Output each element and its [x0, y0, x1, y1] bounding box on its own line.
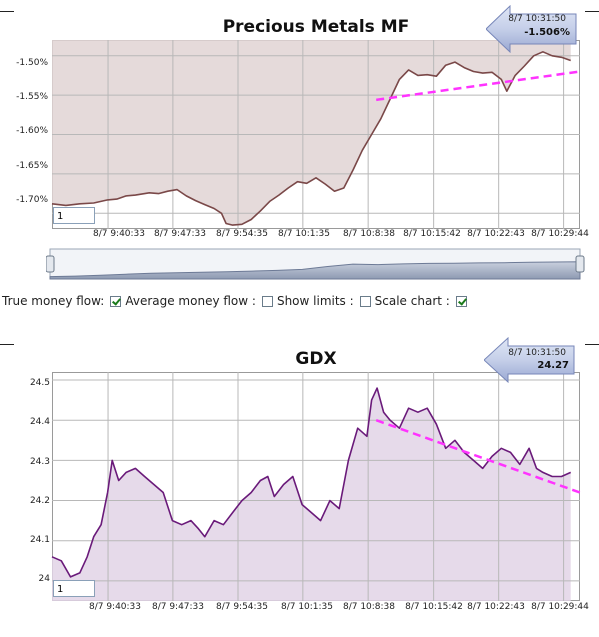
- x-tick-label: 8/7 10:8:38: [342, 229, 396, 239]
- y-tick-label: 24.5: [29, 378, 50, 388]
- y-tick-label: 24.4: [29, 417, 50, 427]
- x-tick-label: 8/7 10:22:43: [467, 229, 525, 239]
- plot-area: [52, 40, 580, 229]
- x-tick-label: 8/7 10:1:35: [277, 229, 331, 239]
- range-navigator[interactable]: [46, 248, 586, 284]
- x-tick-label: 8/7 9:54:35: [215, 229, 269, 239]
- chart-title: GDX: [295, 349, 337, 369]
- value-tooltip-arrow: [484, 337, 575, 383]
- scale-chart-label: Scale chart :: [374, 294, 450, 308]
- chart-title: Precious Metals MF: [222, 17, 410, 37]
- x-tick-label: 8/7 9:47:33: [153, 229, 207, 239]
- show-limits-label: Show limits :: [276, 294, 354, 308]
- corner-dash: [0, 344, 14, 345]
- y-tick-label: -1.70%: [16, 195, 48, 205]
- average-money-flow-checkbox[interactable]: [261, 295, 273, 307]
- x-tick-label: 8/7 10:22:43: [467, 602, 525, 612]
- navigator-right-handle: [575, 255, 585, 273]
- x-tick-label: 8/7 9:40:33: [92, 229, 146, 239]
- average-money-flow-label: Average money flow :: [125, 294, 256, 308]
- y-tick-label: -1.65%: [16, 161, 48, 171]
- zoom-input[interactable]: 1: [53, 207, 95, 224]
- y-tick-label: 24.1: [29, 535, 50, 545]
- x-tick-label: 8/7 10:1:35: [280, 602, 334, 612]
- tooltip-date: 8/7 10:31:50: [508, 348, 566, 358]
- plot-area: [52, 372, 580, 601]
- scale-chart-checkbox[interactable]: [455, 295, 467, 307]
- corner-dash: [585, 344, 599, 345]
- x-tick-label: 8/7 10:29:44: [531, 602, 589, 612]
- chart-controls: True money flow: Average money flow : Sh…: [2, 294, 471, 308]
- x-tick-label: 8/7 10:29:44: [531, 229, 589, 239]
- true-money-flow-label: True money flow:: [2, 294, 105, 308]
- x-tick-label: 8/7 10:15:42: [403, 229, 461, 239]
- tooltip-date: 8/7 10:31:50: [508, 14, 566, 24]
- x-tick-label: 8/7 10:15:42: [405, 602, 463, 612]
- tooltip-value: 24.27: [537, 360, 569, 371]
- x-tick-label: 8/7 9:47:33: [151, 602, 205, 612]
- y-tick-label: 24.3: [29, 457, 50, 467]
- navigator-left-handle: [46, 255, 55, 273]
- x-tick-label: 8/7 10:8:38: [342, 602, 396, 612]
- x-tick-label: 8/7 9:40:33: [88, 602, 142, 612]
- value-tooltip-arrow: [486, 5, 577, 53]
- y-tick-label: -1.60%: [16, 126, 48, 136]
- y-tick-label: -1.50%: [16, 58, 48, 68]
- zoom-input[interactable]: 1: [53, 580, 95, 597]
- x-tick-label: 8/7 9:54:35: [215, 602, 269, 612]
- corner-dash: [585, 11, 599, 12]
- y-tick-label: 24: [38, 574, 50, 584]
- show-limits-checkbox[interactable]: [359, 295, 371, 307]
- navigator-area: [49, 261, 581, 280]
- y-tick-label: 24.2: [29, 496, 50, 506]
- corner-dash: [0, 11, 14, 12]
- tooltip-value: -1.506%: [524, 27, 570, 38]
- y-tick-label: -1.55%: [16, 92, 48, 102]
- true-money-flow-checkbox[interactable]: [110, 295, 122, 307]
